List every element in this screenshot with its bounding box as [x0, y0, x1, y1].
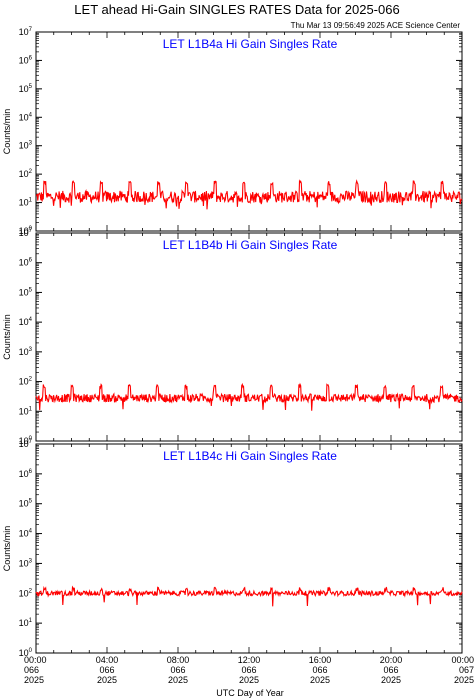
- y-tick-label: 101: [19, 406, 33, 416]
- y-tick-label: 103: [19, 141, 33, 151]
- x-axis-label: UTC Day of Year: [216, 688, 284, 698]
- x-tick-label-doy: 066: [383, 665, 398, 675]
- y-tick-label: 106: [19, 55, 33, 65]
- panel-title: LET L1B4b Hi Gain Singles Rate: [163, 238, 338, 252]
- y-tick-label: 106: [19, 469, 33, 479]
- series-line: [35, 382, 463, 411]
- x-tick-label-year: 2025: [454, 675, 474, 685]
- x-tick-label-doy: 066: [312, 665, 327, 675]
- y-tick-exponent: 7: [29, 27, 33, 33]
- y-tick-exponent: 3: [29, 558, 33, 564]
- y-tick-exponent: 2: [29, 588, 33, 594]
- x-tick-label-year: 2025: [24, 675, 44, 685]
- y-tick-label: 100: [19, 436, 33, 446]
- x-tick-label-time: 00:00: [24, 655, 47, 665]
- x-tick-label-time: 12:00: [238, 655, 261, 665]
- x-tick-label-year: 2025: [239, 675, 259, 685]
- panel-frame: [35, 443, 463, 654]
- x-tick-label-doy: 067: [459, 665, 474, 675]
- y-tick-exponent: 3: [29, 141, 33, 147]
- panel-title: LET L1B4c Hi Gain Singles Rate: [163, 449, 337, 463]
- y-tick-label: 100: [19, 648, 33, 658]
- series-line: [35, 585, 463, 607]
- y-tick-label: 107: [19, 27, 33, 37]
- x-tick-label-doy: 066: [24, 665, 39, 675]
- y-axis-label: Counts/min: [2, 314, 12, 360]
- y-tick-exponent: 4: [29, 529, 33, 535]
- y-tick-label: 104: [19, 112, 33, 122]
- y-tick-exponent: 1: [29, 406, 33, 412]
- y-tick-exponent: 0: [29, 648, 33, 654]
- x-tick-label-year: 2025: [97, 675, 117, 685]
- y-tick-exponent: 1: [29, 618, 33, 624]
- x-tick-label-time: 04:00: [96, 655, 119, 665]
- y-tick-label: 107: [19, 228, 33, 238]
- y-tick-exponent: 1: [29, 198, 33, 204]
- y-tick-label: 101: [19, 618, 33, 628]
- y-tick-exponent: 0: [29, 226, 33, 232]
- y-tick-exponent: 6: [29, 55, 33, 61]
- timestamp: Thu Mar 13 09:56:49 2025 ACE Science Cen…: [291, 21, 461, 30]
- y-tick-exponent: 2: [29, 169, 33, 175]
- y-tick-label: 100: [19, 226, 33, 236]
- x-tick-label-doy: 066: [241, 665, 256, 675]
- x-tick-label-doy: 066: [99, 665, 114, 675]
- figure-title: LET ahead Hi-Gain SINGLES RATES Data for…: [74, 2, 399, 17]
- y-tick-label: 103: [19, 558, 33, 568]
- y-tick-label: 102: [19, 377, 33, 387]
- y-tick-label: 105: [19, 499, 33, 509]
- y-tick-label: 104: [19, 317, 33, 327]
- y-tick-exponent: 2: [29, 377, 33, 383]
- y-tick-label: 101: [19, 198, 33, 208]
- y-tick-exponent: 7: [29, 439, 33, 445]
- x-tick-label-time: 00:00: [451, 655, 474, 665]
- y-tick-exponent: 7: [29, 228, 33, 234]
- x-tick-label-doy: 066: [170, 665, 185, 675]
- y-tick-exponent: 4: [29, 317, 33, 323]
- x-tick-label-time: 08:00: [167, 655, 190, 665]
- y-axis-label: Counts/min: [2, 109, 12, 155]
- panel-frame: [35, 232, 463, 442]
- y-tick-exponent: 4: [29, 112, 33, 118]
- y-tick-label: 102: [19, 169, 33, 179]
- y-tick-label: 104: [19, 529, 33, 539]
- y-tick-exponent: 6: [29, 258, 33, 264]
- y-tick-exponent: 0: [29, 436, 33, 442]
- y-tick-exponent: 6: [29, 469, 33, 475]
- x-tick-label-time: 16:00: [309, 655, 332, 665]
- x-tick-label-year: 2025: [310, 675, 330, 685]
- x-axis: 00:00066202504:00066202508:00066202512:0…: [24, 655, 474, 685]
- y-tick-label: 105: [19, 287, 33, 297]
- y-tick-label: 102: [19, 588, 33, 598]
- x-tick-label-year: 2025: [381, 675, 401, 685]
- y-tick-label: 103: [19, 347, 33, 357]
- y-tick-exponent: 3: [29, 347, 33, 353]
- y-tick-exponent: 5: [29, 287, 33, 293]
- x-tick-label-year: 2025: [168, 675, 188, 685]
- y-tick-exponent: 5: [29, 84, 33, 90]
- panel-title: LET L1B4a Hi Gain Singles Rate: [163, 37, 338, 51]
- x-tick-label-time: 20:00: [380, 655, 403, 665]
- series-line: [35, 179, 463, 210]
- y-tick-label: 106: [19, 258, 33, 268]
- y-tick-label: 107: [19, 439, 33, 449]
- y-tick-exponent: 5: [29, 499, 33, 505]
- y-tick-label: 105: [19, 84, 33, 94]
- y-axis-label: Counts/min: [2, 526, 12, 572]
